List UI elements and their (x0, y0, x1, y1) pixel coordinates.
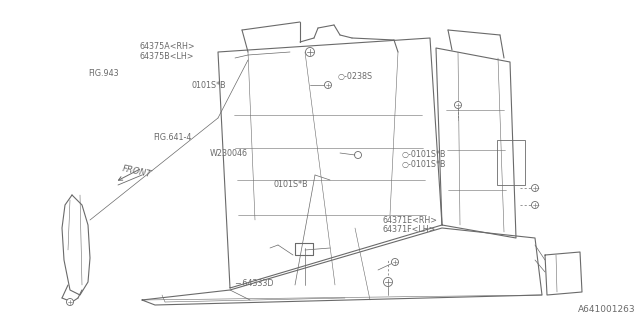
Text: ○-0101S*B: ○-0101S*B (402, 150, 447, 159)
Text: FRONT: FRONT (122, 164, 153, 179)
Text: ○-0101S*B: ○-0101S*B (402, 160, 447, 169)
Text: 0101S*B: 0101S*B (274, 180, 308, 189)
Text: 64375B<LH>: 64375B<LH> (140, 52, 194, 61)
Text: A641001263: A641001263 (579, 305, 636, 314)
Circle shape (305, 47, 314, 57)
Circle shape (531, 185, 538, 191)
Text: FIG.943: FIG.943 (88, 69, 119, 78)
Text: 0101S*B: 0101S*B (192, 81, 227, 90)
Text: 64371E<RH>: 64371E<RH> (383, 216, 438, 225)
Text: ○-0238S: ○-0238S (338, 72, 373, 81)
Text: FIG.641-4: FIG.641-4 (154, 133, 192, 142)
Bar (497, 140, 525, 185)
Circle shape (531, 202, 538, 209)
Circle shape (67, 299, 74, 306)
Text: ─ 64333D: ─ 64333D (236, 279, 274, 288)
Circle shape (392, 259, 399, 266)
Circle shape (324, 82, 332, 89)
Text: 64371F<LH>: 64371F<LH> (383, 225, 436, 234)
Text: W230046: W230046 (210, 149, 248, 158)
Circle shape (454, 101, 461, 108)
Circle shape (383, 277, 392, 286)
Text: 64375A<RH>: 64375A<RH> (140, 42, 195, 51)
